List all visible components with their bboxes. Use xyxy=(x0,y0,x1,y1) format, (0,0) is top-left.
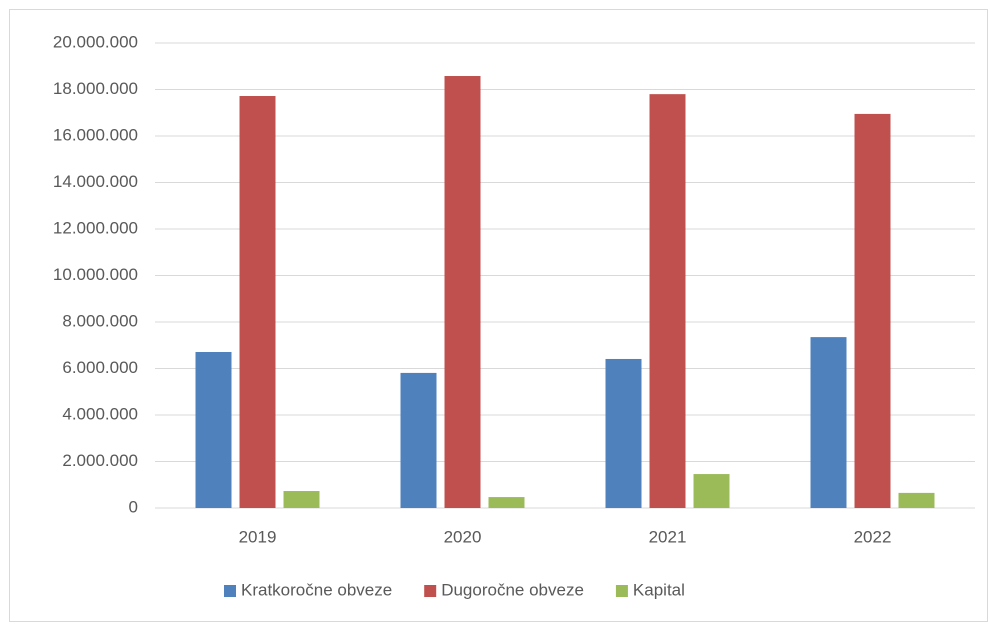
y-tick-label: 20.000.000 xyxy=(53,32,138,51)
x-tick-label: 2021 xyxy=(649,527,687,546)
y-tick-label: 10.000.000 xyxy=(53,265,138,284)
y-tick-label: 12.000.000 xyxy=(53,218,138,237)
y-tick-label: 0 xyxy=(129,497,138,516)
y-tick-label: 14.000.000 xyxy=(53,172,138,191)
bar xyxy=(444,76,481,508)
legend-label: Dugoročne obveze xyxy=(441,580,584,599)
x-tick-label: 2019 xyxy=(239,527,277,546)
y-tick-label: 18.000.000 xyxy=(53,79,138,98)
bar xyxy=(605,358,642,508)
x-tick-label: 2022 xyxy=(854,527,892,546)
legend-swatch xyxy=(224,585,236,597)
bar xyxy=(400,372,437,508)
x-tick-label: 2020 xyxy=(444,527,482,546)
bar xyxy=(649,94,686,509)
bar xyxy=(239,96,276,508)
legend-swatch xyxy=(615,585,628,597)
legend-label: Kapital xyxy=(633,580,685,599)
y-tick-label: 8.000.000 xyxy=(62,311,138,330)
legend-swatch xyxy=(424,585,437,597)
bar xyxy=(195,351,232,508)
bar xyxy=(488,497,525,508)
legend-label: Kratkoročne obveze xyxy=(241,580,392,599)
bar xyxy=(854,113,891,508)
y-tick-label: 4.000.000 xyxy=(62,404,138,423)
y-tick-label: 16.000.000 xyxy=(53,125,138,144)
y-tick-label: 2.000.000 xyxy=(62,451,138,470)
y-tick-label: 6.000.000 xyxy=(62,358,138,377)
bar xyxy=(898,492,935,508)
bar xyxy=(693,474,730,508)
bar xyxy=(810,337,847,508)
bar xyxy=(283,491,320,508)
chart-border xyxy=(9,9,988,622)
